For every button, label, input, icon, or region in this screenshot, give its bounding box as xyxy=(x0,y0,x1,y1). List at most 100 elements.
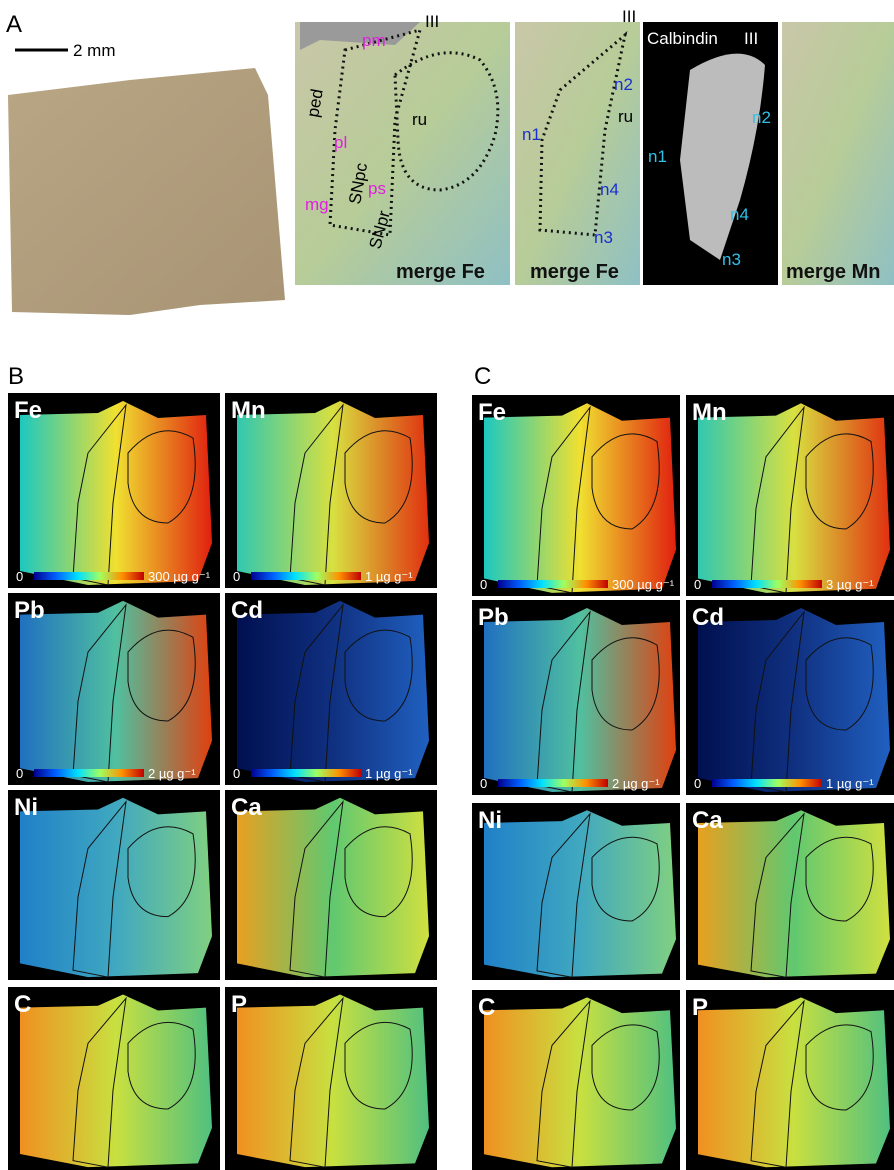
element-label: P xyxy=(231,991,247,1018)
label: n3 xyxy=(722,250,741,269)
element-label: Cd xyxy=(692,604,724,631)
panel-label: B xyxy=(8,363,24,390)
label: n2 xyxy=(614,75,633,94)
tissue-map xyxy=(237,401,429,585)
caption: merge Fe xyxy=(530,261,619,283)
element-label: Ca xyxy=(692,807,723,834)
colorbar xyxy=(251,572,361,580)
scale-min: 0 xyxy=(233,766,240,781)
element-map: Mn 0 1 µg g⁻¹ xyxy=(225,393,437,588)
figure: A 2 mm III pm ped pl SNpc ps mg SNpr ru … xyxy=(0,0,894,1170)
scale-max: 1 µg g⁻¹ xyxy=(365,569,413,584)
element-map: Fe 0 300 µg g⁻¹ xyxy=(8,393,220,588)
tissue-map xyxy=(484,403,676,593)
tissue-map xyxy=(484,608,676,792)
tissue-map xyxy=(237,601,429,782)
scale-max: 1 µg g⁻¹ xyxy=(826,776,874,791)
colorbar xyxy=(498,580,608,588)
panel-label: C xyxy=(474,363,491,390)
colorbar xyxy=(34,572,144,580)
element-label: Mn xyxy=(692,399,727,426)
element-map: P xyxy=(225,987,437,1170)
element-map: Pb 0 2 µg g⁻¹ xyxy=(8,593,220,785)
scale-bar-label: 2 mm xyxy=(73,41,116,60)
panel-label: A xyxy=(6,11,22,38)
tissue-photo xyxy=(8,68,285,315)
tissue-map xyxy=(484,997,676,1167)
label: III xyxy=(622,7,636,26)
map-grid: Fe 0 300 µg g⁻¹ Mn 0 1 µg g⁻¹ Pb 0 2 µg g⁻¹ Cd 0 1 … xyxy=(8,393,894,1170)
label: mg xyxy=(305,195,329,214)
element-label: Fe xyxy=(14,397,42,424)
element-label: Fe xyxy=(478,399,506,426)
element-label: Ni xyxy=(478,807,502,834)
merge-image xyxy=(295,22,510,285)
element-label: C xyxy=(478,994,495,1021)
scale-min: 0 xyxy=(16,766,23,781)
scale-max: 3 µg g⁻¹ xyxy=(826,577,874,592)
element-map: C xyxy=(472,990,680,1170)
element-map: Ca xyxy=(225,790,437,980)
merge-image xyxy=(515,22,640,285)
scale-min: 0 xyxy=(16,569,23,584)
element-map: Ni xyxy=(8,790,220,980)
scale-max: 1 µg g⁻¹ xyxy=(365,766,413,781)
tissue-map xyxy=(484,810,676,977)
colorbar xyxy=(712,779,822,787)
colorbar xyxy=(498,779,608,787)
element-label: Cd xyxy=(231,597,263,624)
tissue-map xyxy=(237,798,429,977)
colorbar xyxy=(712,580,822,588)
scale-max: 2 µg g⁻¹ xyxy=(612,776,660,791)
colorbar xyxy=(251,769,361,777)
label: pl xyxy=(334,133,347,152)
tissue-map xyxy=(237,995,429,1168)
element-label: Ni xyxy=(14,794,38,821)
scale-min: 0 xyxy=(694,776,701,791)
label: ru xyxy=(618,107,633,126)
element-map: P xyxy=(686,990,894,1170)
element-label: Mn xyxy=(231,397,266,424)
tissue-map xyxy=(698,403,890,593)
label: n3 xyxy=(594,228,613,247)
element-map: Cd 0 1 µg g⁻¹ xyxy=(686,600,894,795)
element-label: C xyxy=(14,991,31,1018)
colorbar xyxy=(34,769,144,777)
label: n2 xyxy=(752,108,771,127)
label: III xyxy=(425,12,439,31)
label: n4 xyxy=(600,180,619,199)
tissue-map xyxy=(20,601,212,782)
label: n4 xyxy=(730,205,749,224)
tissue-map xyxy=(698,810,890,977)
element-label: P xyxy=(692,994,708,1021)
label: III xyxy=(744,29,758,48)
scale-min: 0 xyxy=(480,577,487,592)
caption: merge Mn xyxy=(786,261,880,283)
element-label: Ca xyxy=(231,794,262,821)
tissue-map xyxy=(20,798,212,977)
element-label: Pb xyxy=(14,597,45,624)
title: Calbindin xyxy=(647,29,718,48)
scale-max: 300 µg g⁻¹ xyxy=(612,577,675,592)
label: n1 xyxy=(522,125,541,144)
label: pm xyxy=(362,31,386,50)
scale-min: 0 xyxy=(480,776,487,791)
scale-min: 0 xyxy=(233,569,240,584)
label: n1 xyxy=(648,147,667,166)
element-map: Cd 0 1 µg g⁻¹ xyxy=(225,593,437,785)
label: ps xyxy=(368,179,386,198)
tissue-map xyxy=(20,995,212,1168)
scale-max: 2 µg g⁻¹ xyxy=(148,766,196,781)
element-label: Pb xyxy=(478,604,509,631)
tissue-map xyxy=(698,608,890,792)
tissue-map xyxy=(20,401,212,585)
scale-max: 300 µg g⁻¹ xyxy=(148,569,211,584)
element-map: Pb 0 2 µg g⁻¹ xyxy=(472,600,680,795)
caption: merge Fe xyxy=(396,261,485,283)
tissue-map xyxy=(698,997,890,1167)
element-map: C xyxy=(8,987,220,1170)
merge-image xyxy=(782,22,894,285)
element-map: Ni xyxy=(472,803,680,980)
element-map: Fe 0 300 µg g⁻¹ xyxy=(472,395,680,596)
